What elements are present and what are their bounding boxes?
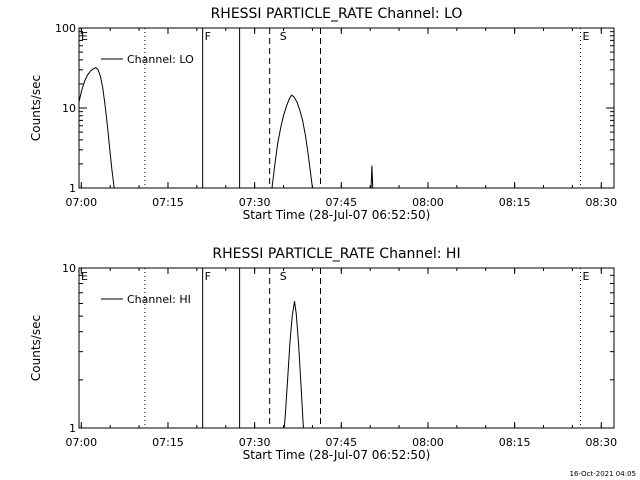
x-tick-label: 07:00 [65,436,97,449]
x-tick-label: 07:00 [65,196,97,209]
series-line [283,301,305,428]
event-marker-label: S [280,270,287,283]
series-line [79,67,374,188]
x-tick-label: 07:45 [325,436,357,449]
chart-title: RHESSI PARTICLE_RATE Channel: LO [211,6,463,22]
event-marker-label: F [205,30,211,43]
event-marker-label: S [280,30,287,43]
x-tick-label: 08:30 [585,196,617,209]
y-axis-label: Counts/sec [29,315,43,381]
x-tick-label: 07:15 [152,196,184,209]
footer-timestamp: 16-Oct-2021 04:05 [570,470,636,478]
event-marker-label: E [582,30,589,43]
legend-label: Channel: HI [127,293,191,306]
x-tick-label: 07:30 [239,196,271,209]
x-tick-label: 08:15 [499,436,531,449]
x-axis-label: Start Time (28-Jul-07 06:52:50) [243,208,431,222]
event-marker-label: E [81,270,88,283]
chart-title: RHESSI PARTICLE_RATE Channel: HI [212,246,460,262]
x-tick-label: 07:30 [239,436,271,449]
y-tick-label: 10 [62,102,76,115]
x-tick-label: 07:15 [152,436,184,449]
x-tick-label: 08:00 [412,436,444,449]
y-axis-label: Counts/sec [29,75,43,141]
event-marker-label: E [582,270,589,283]
legend-label: Channel: LO [127,53,194,66]
plot-frame [78,27,615,189]
event-marker-label: E [81,30,88,43]
x-axis-label: Start Time (28-Jul-07 06:52:50) [243,448,431,462]
y-tick-label: 100 [55,22,76,35]
x-tick-label: 08:00 [412,196,444,209]
x-tick-label: 08:30 [585,436,617,449]
chart-panel-lo: RHESSI PARTICLE_RATE Channel: LO 07:00 07:… [29,6,617,222]
y-tick-label: 10 [62,262,76,275]
x-tick-label: 08:15 [499,196,531,209]
y-tick-label: 1 [69,422,76,435]
plot-frame [78,267,615,429]
x-tick-label: 07:45 [325,196,357,209]
event-marker-label: F [205,270,211,283]
chart-panel-hi: RHESSI PARTICLE_RATE Channel: HI 07:00 07:… [29,246,617,462]
y-tick-label: 1 [69,182,76,195]
